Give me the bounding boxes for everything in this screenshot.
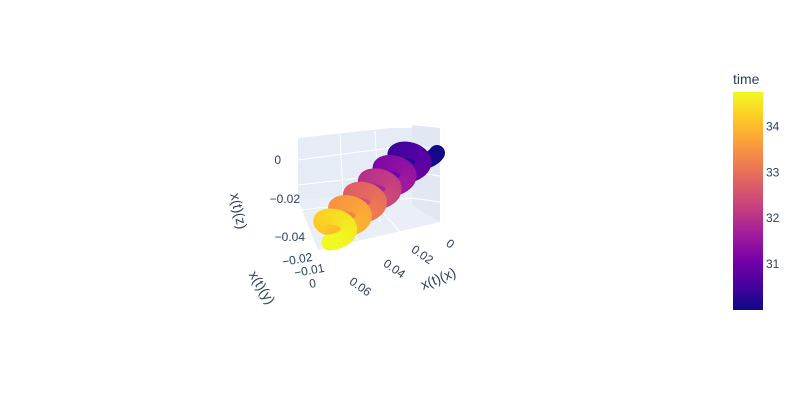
colorbar-title: time	[733, 71, 760, 87]
z-axis-title: x(t)(z)	[227, 191, 250, 230]
z-tick-label: 0	[274, 153, 281, 167]
y-tick-label: 0	[308, 276, 317, 291]
y-axis-ticks: −0.02 −0.01 0	[281, 250, 326, 291]
x-tick-label: 0.02	[409, 242, 436, 267]
y-axis-title: x(t)(y)	[246, 268, 279, 307]
data-point[interactable]	[321, 234, 338, 251]
x-tick-label: 0.06	[347, 274, 374, 299]
y-tick-label: −0.01	[293, 261, 326, 280]
colorbar-tick-label: 31	[766, 257, 780, 271]
data-markers[interactable]	[313, 141, 445, 251]
colorbar: time 34 33 32 31	[733, 71, 780, 310]
colorbar-tick-label: 33	[766, 165, 780, 179]
colorbar-tick-label: 34	[766, 119, 780, 133]
y-tick-label: −0.02	[281, 250, 314, 269]
z-axis-ticks: 0 −0.02 −0.04	[270, 153, 306, 244]
colorbar-gradient	[733, 92, 763, 310]
x-axis-title: x(t)(x)	[418, 264, 458, 293]
colorbar-tick-label: 32	[766, 211, 780, 225]
z-tick-label: −0.02	[270, 192, 301, 206]
z-tick-label: −0.04	[275, 230, 306, 244]
colorbar-ticks: 34 33 32 31	[766, 119, 780, 271]
x-tick-label: 0	[444, 236, 458, 251]
x-tick-label: 0.04	[381, 256, 408, 281]
